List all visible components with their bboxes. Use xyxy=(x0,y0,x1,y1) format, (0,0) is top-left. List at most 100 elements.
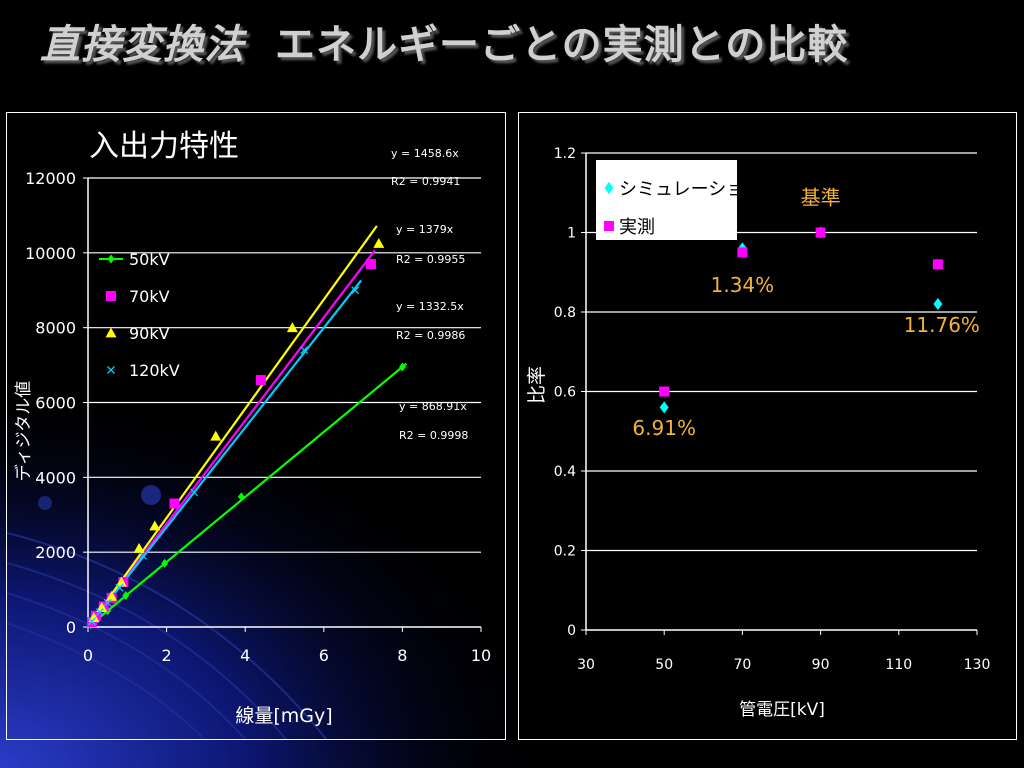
point-90kv xyxy=(133,542,145,553)
legend-box xyxy=(596,160,737,240)
y-tick-label: 1 xyxy=(567,226,576,242)
legend-simulation-marker xyxy=(604,182,614,194)
legend-measured-marker xyxy=(604,221,614,231)
slide-title: 直接変換法 エネルギーごとの実測との比較 xyxy=(40,12,848,70)
y-tick-label: 8000 xyxy=(35,319,76,338)
point-90kv xyxy=(373,237,385,248)
y-tick-label: 10000 xyxy=(25,244,76,263)
ratio-chart: 30 50 70 90 110 130 0 0.2 0.4 0.6 0.8 1 1.2 基準 1.34%… xyxy=(526,146,990,720)
chart-title: 入出力特性 xyxy=(89,129,239,164)
x-tick-label: 50 xyxy=(655,657,673,673)
x-axis-ticks: 0 2 4 6 8 10 xyxy=(83,627,491,665)
point-measured xyxy=(932,259,943,270)
legend-marker-120kv xyxy=(107,366,115,374)
x-tick-label: 130 xyxy=(964,657,991,673)
x-tick-label: 70 xyxy=(733,657,751,673)
legend-label-90kv: 90kV xyxy=(129,324,170,343)
legend-label-50kv: 50kV xyxy=(129,250,170,269)
x-tick-label: 110 xyxy=(885,657,912,673)
fit-line-120kv xyxy=(87,279,362,628)
y-axis-ticks: 0 0.2 0.4 0.6 0.8 1 1.2 xyxy=(554,146,586,639)
equation-70kv: y = 1379x xyxy=(396,223,454,236)
y-tick-label: 0 xyxy=(567,623,576,639)
r2-90kv: R2 = 0.9941 xyxy=(391,175,460,188)
point-90kv xyxy=(286,322,298,333)
point-120kv xyxy=(115,583,124,592)
input-output-chart-panel: 入出力特性 0 2 4 6 8 10 0 2000 4000 6000 8000 10000 1200… xyxy=(6,112,506,754)
legend-marker-50kv xyxy=(107,254,115,264)
y-tick-label: 0 xyxy=(66,618,76,637)
y-tick-label: 0.4 xyxy=(554,464,576,480)
chart-grid xyxy=(586,152,977,552)
annotation-label: 基準 xyxy=(801,186,841,210)
annotation-label: 6.91% xyxy=(632,416,696,440)
point-120kv xyxy=(103,598,112,607)
y-axis-label: ディジタル値 xyxy=(13,381,34,481)
equation-90kv: y = 1458.6x xyxy=(391,147,459,160)
x-tick-label: 10 xyxy=(471,646,491,665)
point-90kv xyxy=(210,430,222,441)
fit-line-50kv xyxy=(87,362,408,628)
x-tick-label: 6 xyxy=(319,646,329,665)
x-axis-label: 線量[mGy] xyxy=(235,705,332,727)
point-50kv xyxy=(122,591,130,601)
point-measured xyxy=(737,247,748,258)
point-simulation xyxy=(933,298,943,311)
point-50kv xyxy=(237,492,245,502)
point-70kv xyxy=(169,498,180,509)
x-axis-ticks: 30 50 70 90 110 130 xyxy=(577,630,990,673)
point-90kv xyxy=(115,576,127,587)
point-90kv xyxy=(106,590,118,601)
input-output-chart: 入出力特性 0 2 4 6 8 10 0 2000 4000 6000 8000 10000 1200… xyxy=(6,129,491,754)
y-tick-label: 2000 xyxy=(35,543,76,562)
ratio-chart-panel: 30 50 70 90 110 130 0 0.2 0.4 0.6 0.8 1 1.2 基準 1.34%… xyxy=(518,112,1017,740)
r2-50kv: R2 = 0.9998 xyxy=(399,429,468,442)
legend-label-120kv: 120kV xyxy=(129,361,180,380)
legend-marker-90kv xyxy=(105,327,117,338)
point-120kv xyxy=(351,286,360,295)
y-tick-label: 4000 xyxy=(35,468,76,487)
fit-lines xyxy=(87,225,408,628)
point-120kv xyxy=(300,346,309,355)
r2-120kv: R2 = 0.9986 xyxy=(396,329,465,342)
legend-label-70kv: 70kV xyxy=(129,287,170,306)
fit-equation-120kv: y = 1332.5x R2 = 0.9986 xyxy=(396,300,465,342)
point-120kv xyxy=(95,608,104,616)
annotation-label: 11.76% xyxy=(904,313,980,337)
point-measured xyxy=(659,386,670,397)
title-main: 直接変換法 xyxy=(40,22,245,68)
y-tick-label: 0.2 xyxy=(554,544,576,560)
chart-grid xyxy=(88,177,481,553)
x-tick-label: 90 xyxy=(812,657,830,673)
y-tick-label: 6000 xyxy=(35,394,76,413)
fit-equation-90kv: y = 1458.6x R2 = 0.9941 xyxy=(391,147,460,188)
point-simulation xyxy=(659,401,669,414)
point-120kv xyxy=(190,488,199,497)
x-tick-label: 4 xyxy=(240,646,250,665)
fit-equation-70kv: y = 1379x R2 = 0.9955 xyxy=(396,223,465,266)
y-tick-label: 0.6 xyxy=(554,385,576,401)
point-90kv xyxy=(88,612,100,623)
fit-line-70kv xyxy=(87,249,376,628)
y-tick-label: 1.2 xyxy=(554,146,576,162)
point-50kv xyxy=(161,558,169,568)
title-sub: エネルギーごとの実測との比較 xyxy=(275,22,849,68)
annotation-label: 1.34% xyxy=(711,273,775,297)
legend: 50kV 70kV 90kV 120kV xyxy=(99,250,180,380)
fit-equation-50kv: y = 868.91x R2 = 0.9998 xyxy=(399,400,468,442)
x-tick-label: 2 xyxy=(162,646,172,665)
equation-120kv: y = 1332.5x xyxy=(396,300,464,313)
x-axis-label: 管電圧[kV] xyxy=(739,700,825,720)
point-120kv xyxy=(87,617,96,626)
legend-marker-70kv xyxy=(106,291,116,301)
point-90kv xyxy=(96,602,108,612)
fit-line-90kv xyxy=(87,225,378,628)
y-axis-label: 比率 xyxy=(526,366,548,404)
point-measured xyxy=(815,227,826,238)
y-tick-label: 12000 xyxy=(25,169,76,188)
point-70kv xyxy=(365,259,376,270)
chart-background-swirl xyxy=(6,485,338,754)
y-tick-label: 0.8 xyxy=(554,305,576,321)
